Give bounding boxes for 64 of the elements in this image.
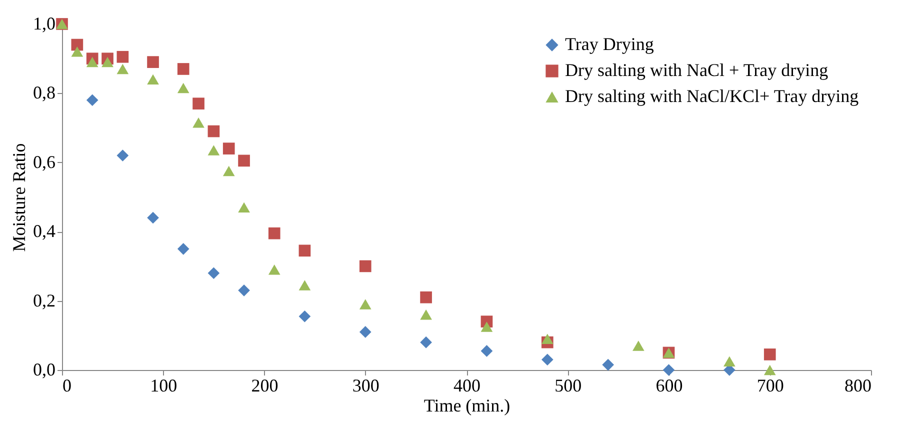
point: [632, 340, 644, 351]
point: [662, 364, 675, 376]
x-axis-title: Time (min.): [424, 396, 510, 416]
legend-label: Dry salting with NaCl/KCl+ Tray drying: [565, 86, 859, 106]
legend-label: Tray Drying: [565, 34, 654, 54]
point: [541, 334, 554, 344]
point: [86, 94, 98, 106]
point: [480, 345, 493, 357]
y-tick-label: 1,0: [33, 14, 56, 34]
point: [298, 280, 311, 290]
point: [192, 117, 204, 128]
x-tick-label: 800: [844, 376, 872, 396]
point: [222, 166, 235, 176]
point: [192, 98, 204, 110]
point: [480, 322, 493, 332]
point: [222, 142, 235, 154]
y-tick-label: 0,0: [33, 360, 56, 380]
point: [420, 291, 432, 304]
x-tick-label: 500: [554, 376, 582, 396]
point: [298, 244, 311, 257]
point: [764, 348, 776, 360]
point: [420, 310, 432, 320]
point: [86, 56, 98, 68]
point: [764, 364, 776, 376]
y-tick-label: 0,2: [33, 290, 56, 310]
point: [177, 63, 190, 75]
legend-label: Dry salting with NaCl + Tray drying: [565, 60, 828, 80]
point: [359, 326, 372, 338]
point: [238, 154, 250, 167]
y-tick-label: 0,4: [33, 221, 56, 242]
point: [116, 150, 129, 162]
point: [102, 56, 114, 68]
point: [116, 64, 129, 74]
point: [602, 358, 614, 371]
point: [724, 356, 736, 366]
y-tick-label: 0,8: [33, 82, 56, 103]
x-tick-label: 300: [352, 376, 380, 396]
point: [268, 227, 280, 240]
point: [541, 354, 554, 366]
x-tick-label: 700: [756, 376, 784, 396]
point: [359, 299, 372, 310]
point: [116, 50, 129, 63]
point: [71, 46, 84, 57]
point: [208, 125, 220, 138]
point: [359, 260, 372, 272]
y-tick-label: 0,6: [33, 152, 56, 172]
point: [238, 284, 250, 296]
point: [147, 212, 159, 224]
x-tick-label: 400: [454, 376, 480, 396]
point: [420, 336, 432, 348]
point: [238, 202, 250, 213]
point: [147, 74, 159, 84]
point: [208, 145, 220, 156]
point: [208, 267, 220, 280]
point: [268, 264, 280, 275]
point: [177, 82, 190, 94]
x-tick-label: 0: [62, 376, 72, 396]
point: [147, 56, 159, 68]
x-tick-label: 200: [251, 376, 278, 396]
y-axis-title: Moisture Ratio: [9, 143, 29, 252]
x-tick-label: 100: [150, 376, 178, 396]
x-tick-label: 600: [656, 376, 683, 396]
point: [298, 310, 311, 322]
point: [177, 242, 190, 255]
